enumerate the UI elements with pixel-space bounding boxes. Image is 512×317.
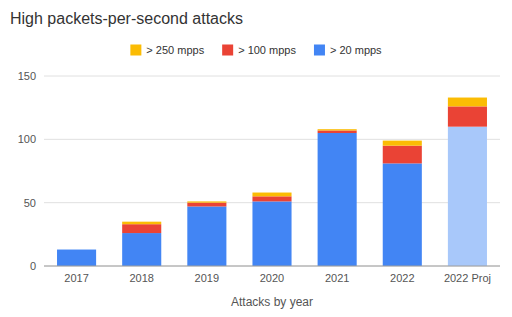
bar-segment [448, 98, 487, 107]
y-tick-label: 50 [24, 197, 36, 209]
x-axis-line [44, 266, 500, 267]
bar-segment [318, 129, 357, 130]
x-tick-label: 2019 [195, 272, 219, 284]
bar-segment [122, 224, 161, 233]
title: High packets-per-second attacks [10, 10, 243, 27]
x-tick-label: 2018 [129, 272, 153, 284]
x-tick-label: 2017 [64, 272, 88, 284]
y-tick-label: 150 [18, 70, 36, 82]
bar-segment [252, 196, 291, 201]
bar-segment [122, 222, 161, 225]
legend-swatch [130, 45, 141, 56]
bar-segment [318, 130, 357, 133]
bar-segment [187, 201, 226, 202]
bar-segment [383, 141, 422, 146]
legend-swatch [314, 45, 325, 56]
bar-segment [448, 127, 487, 266]
bar-segment [57, 249, 96, 250]
bar-segment [252, 193, 291, 197]
y-tick-label: 100 [18, 133, 36, 145]
bar-segment [57, 249, 96, 250]
chart: High packets-per-second attacks 0 50 100 150… [0, 0, 512, 317]
grid [44, 76, 500, 266]
x-tick-label: 2022 Proj [444, 272, 491, 284]
bar-segment [252, 201, 291, 266]
x-tick-label: 2021 [325, 272, 349, 284]
legend: > 250 mpps > 100 mpps > 20 mpps [130, 44, 382, 56]
bars [57, 98, 487, 266]
bar-segment [187, 206, 226, 266]
bar-segment [122, 233, 161, 266]
grid-line [44, 139, 500, 140]
bar-segment [383, 146, 422, 164]
legend-label: > 100 mpps [238, 44, 296, 56]
x-tick-label: 2022 [390, 272, 414, 284]
bar-segment [187, 203, 226, 207]
y-tick-label: 0 [30, 260, 36, 272]
grid-line [44, 266, 500, 267]
legend-swatch [222, 45, 233, 56]
bar-segment [383, 163, 422, 266]
legend-label: > 250 mpps [146, 44, 204, 56]
bar-segment [318, 133, 357, 266]
x-axis-label: Attacks by year [231, 295, 313, 309]
legend-label: > 20 mpps [330, 44, 382, 56]
x-tick-label: 2020 [260, 272, 284, 284]
grid-line [44, 76, 500, 77]
bar-segment [57, 250, 96, 266]
bar-segment [448, 106, 487, 126]
